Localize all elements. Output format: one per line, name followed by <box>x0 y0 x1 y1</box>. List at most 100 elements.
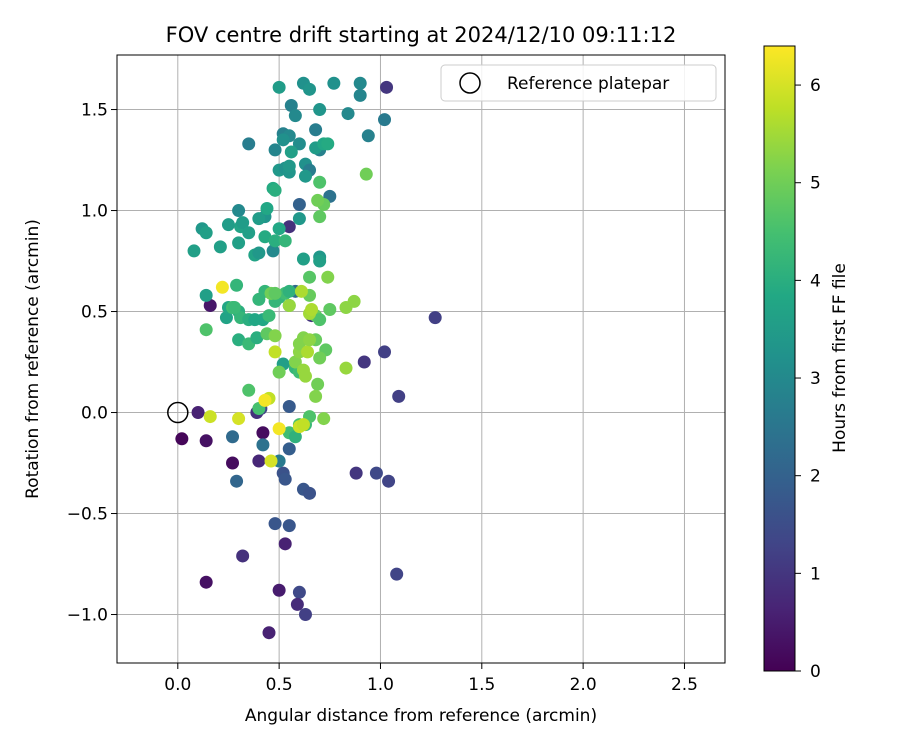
colorbar-tick-label: 4 <box>810 271 821 291</box>
data-point <box>292 137 306 151</box>
data-point <box>232 412 246 426</box>
data-point <box>313 254 327 268</box>
data-point <box>258 230 272 244</box>
data-point <box>284 98 298 112</box>
colorbar-ticks: 0 1 2 3 4 5 6 <box>795 76 821 682</box>
data-point <box>317 412 331 426</box>
data-point <box>390 567 404 581</box>
data-point <box>428 311 442 325</box>
data-point <box>215 280 229 294</box>
data-point <box>296 418 310 432</box>
data-point <box>221 218 235 232</box>
data-point <box>266 244 280 258</box>
data-point <box>296 252 310 266</box>
data-point <box>230 474 244 488</box>
data-point <box>278 472 292 486</box>
data-point <box>321 270 335 284</box>
data-point <box>311 193 325 207</box>
data-point <box>282 284 296 298</box>
y-tick-label: −0.5 <box>67 505 108 525</box>
colorbar-tick-label: 3 <box>810 369 821 389</box>
x-tick-label: 2.0 <box>570 675 597 695</box>
colorbar-gradient <box>763 45 796 672</box>
data-point <box>382 474 396 488</box>
data-point <box>303 82 317 96</box>
colorbar-tick-label: 2 <box>810 467 821 487</box>
data-point <box>323 303 337 317</box>
data-point <box>219 311 233 325</box>
data-point <box>313 175 327 189</box>
data-point <box>228 300 242 314</box>
data-point <box>339 361 353 375</box>
legend-reference-marker <box>459 72 481 94</box>
data-point <box>309 123 323 137</box>
data-point <box>230 278 244 292</box>
data-point <box>349 466 363 480</box>
data-point <box>292 197 306 211</box>
data-point <box>361 129 375 143</box>
data-point <box>272 365 286 379</box>
data-point <box>278 537 292 551</box>
data-point <box>272 222 286 236</box>
data-point <box>392 389 406 403</box>
data-point <box>282 519 296 533</box>
data-point <box>288 109 302 123</box>
data-point <box>213 240 227 254</box>
colorbar-tick-label: 5 <box>810 174 821 194</box>
x-tick-label: 0.0 <box>164 675 191 695</box>
data-point <box>268 143 282 157</box>
x-tick-label: 2.5 <box>671 675 698 695</box>
grid-lines <box>117 55 725 663</box>
data-point <box>359 167 373 181</box>
data-point <box>268 517 282 531</box>
chart-title: FOV centre drift starting at 2024/12/10 … <box>166 23 677 47</box>
data-point <box>268 329 282 343</box>
x-tick-label: 1.5 <box>468 675 495 695</box>
data-point <box>278 234 292 248</box>
y-tick-label: 1.5 <box>81 101 108 121</box>
colorbar-tick-label: 1 <box>810 564 821 584</box>
data-point <box>378 345 392 359</box>
scatter-points <box>167 76 442 640</box>
x-tick-label: 1.0 <box>367 675 394 695</box>
data-point <box>353 88 367 102</box>
data-point <box>226 456 240 470</box>
data-point <box>199 226 213 240</box>
data-point <box>303 486 317 500</box>
y-tick-label: −1.0 <box>67 606 108 626</box>
x-tick-label: 0.5 <box>266 675 293 695</box>
data-point <box>199 575 213 589</box>
x-axis-label: Angular distance from reference (arcmin) <box>245 706 597 726</box>
data-point <box>327 76 341 90</box>
y-tick-label: 0.0 <box>81 404 108 424</box>
data-point <box>301 345 315 359</box>
axes: 0.0 0.5 1.0 1.5 2.0 2.5 −1.0 −0.5 0.0 0.5 1.0 1.5 <box>67 54 726 695</box>
data-point <box>203 410 217 424</box>
data-point <box>203 298 217 312</box>
data-point <box>226 430 240 444</box>
data-point <box>309 389 323 403</box>
data-point <box>264 454 278 468</box>
data-point <box>252 212 266 226</box>
data-point <box>294 284 308 298</box>
y-tick-label: 0.5 <box>81 303 108 323</box>
data-point <box>303 333 317 347</box>
data-point <box>272 422 286 436</box>
data-point <box>303 270 317 284</box>
data-point <box>292 212 306 226</box>
data-point <box>313 103 327 117</box>
data-point <box>288 355 302 369</box>
data-point <box>353 76 367 90</box>
plot-frame <box>116 54 726 664</box>
data-point <box>260 202 274 216</box>
data-point <box>341 107 355 121</box>
data-point <box>258 393 272 407</box>
data-point <box>236 216 250 230</box>
data-point <box>298 169 312 183</box>
data-point <box>199 323 213 337</box>
data-point <box>191 406 205 420</box>
data-point <box>262 626 276 640</box>
data-point <box>252 454 266 468</box>
data-point <box>232 333 246 347</box>
colorbar: 0 1 2 3 4 5 6 Hours from first FF file <box>763 45 850 682</box>
